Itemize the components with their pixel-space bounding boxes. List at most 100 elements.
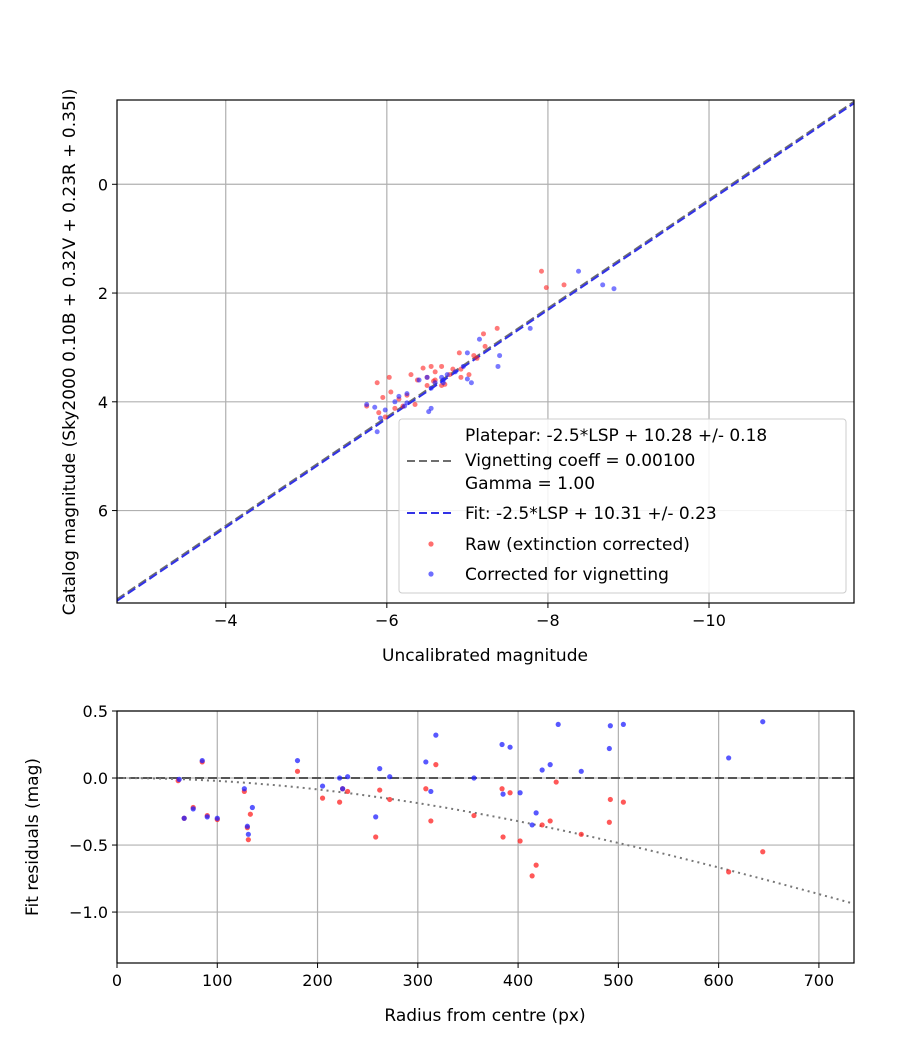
corrected-point <box>468 380 474 386</box>
corrected-point <box>423 759 429 765</box>
residuals-chart: 0 100 200 300 400 500 600 700 0.5 0.0 −0.5 −1.0 Ra… <box>23 702 855 1026</box>
raw-point <box>377 787 383 793</box>
corrected-point <box>607 723 613 729</box>
raw-point <box>458 374 464 380</box>
raw-point <box>428 363 434 369</box>
raw-point <box>456 350 462 356</box>
corrected-point <box>432 380 438 386</box>
raw-point <box>543 285 549 291</box>
raw-point <box>408 372 414 378</box>
raw-point <box>607 796 613 803</box>
corrected-point <box>440 380 446 386</box>
corrected-point <box>620 721 626 728</box>
raw-point <box>439 363 445 369</box>
raw-point <box>760 849 766 855</box>
raw-point <box>726 869 732 875</box>
corrected-point <box>500 791 506 797</box>
x-tick-label: 100 <box>202 971 233 990</box>
raw-point <box>482 343 488 349</box>
corrected-point <box>416 377 422 383</box>
corrected-point <box>377 415 383 421</box>
corrected-point <box>539 767 545 773</box>
raw-point <box>388 389 394 395</box>
raw-point <box>380 394 386 400</box>
corrected-point <box>373 814 379 820</box>
x-tick-label: 300 <box>403 971 434 990</box>
corrected-point <box>345 774 351 780</box>
x-tick-label: 600 <box>703 971 734 990</box>
corrected-point <box>600 282 606 288</box>
legend: Platepar: -2.5*LSP + 10.28 +/- 0.18 Vign… <box>398 418 847 594</box>
corrected-point <box>377 766 383 772</box>
raw-point <box>480 331 486 337</box>
legend-vignetting-label: Vignetting coeff = 0.00100 <box>465 451 695 471</box>
corrected-point <box>387 774 393 780</box>
corrected-point <box>726 755 732 761</box>
corrected-point <box>204 814 210 820</box>
legend-corrected-label: Corrected for vignetting <box>465 565 669 585</box>
corrected-point <box>190 806 196 812</box>
corrected-point <box>578 768 584 774</box>
raw-point <box>424 382 430 388</box>
top-grid <box>117 100 854 603</box>
x-tick-label: −6 <box>375 611 399 630</box>
top-x-axis-label: Uncalibrated magnitude <box>382 646 588 666</box>
legend-raw-label: Raw (extinction corrected) <box>465 535 690 555</box>
y-tick-label: 0.0 <box>83 769 108 788</box>
raw-point <box>606 819 612 825</box>
corrected-point <box>424 374 430 380</box>
y-tick-label: −0.5 <box>69 836 108 855</box>
corrected-point <box>428 788 434 795</box>
corrected-point <box>444 372 450 378</box>
raw-point <box>374 380 380 386</box>
corrected-point <box>555 721 561 728</box>
corrected-point <box>396 393 402 399</box>
raw-point <box>382 414 388 420</box>
corrected-point <box>404 400 410 406</box>
corrected-point <box>460 363 466 369</box>
raw-point <box>345 788 351 795</box>
corrected-point <box>471 775 477 781</box>
bottom-x-axis-label: Radius from centre (px) <box>384 1006 585 1026</box>
corrected-point <box>507 744 513 750</box>
raw-point <box>561 282 567 288</box>
corrected-point <box>392 399 398 405</box>
x-tick-label: 700 <box>804 971 835 990</box>
raw-point <box>420 365 426 371</box>
corrected-point <box>428 385 434 391</box>
top-scatter-chart: −4 −6 −8 −10 0 2 4 6 Uncalibrated magnitude Ca… <box>60 89 855 666</box>
raw-point <box>412 402 418 408</box>
corrected-point <box>611 286 617 292</box>
raw-point <box>373 834 379 840</box>
x-tick-label: 0 <box>112 971 122 990</box>
corrected-point <box>404 391 410 397</box>
x-tick-label: 400 <box>503 971 534 990</box>
raw-point <box>428 818 434 824</box>
top-plot-border <box>116 99 855 604</box>
corrected-point <box>199 757 205 764</box>
raw-point <box>337 799 343 805</box>
corrected-point <box>382 407 388 413</box>
corrected-point <box>294 757 301 764</box>
corrected-point <box>452 369 458 375</box>
raw-point <box>466 372 472 378</box>
top-data-points <box>364 268 617 435</box>
raw-point <box>494 325 500 331</box>
bottom-data-points <box>175 719 766 879</box>
corrected-point <box>464 350 470 356</box>
y-tick-label: 0 <box>98 175 108 194</box>
corrected-point <box>533 810 539 816</box>
corrected-point <box>374 429 380 435</box>
corrected-point <box>497 353 503 359</box>
raw-point <box>386 374 392 380</box>
corrected-point <box>606 745 612 752</box>
series-line <box>117 102 854 602</box>
corrected-point <box>176 776 182 782</box>
raw-point <box>547 818 553 824</box>
raw-point <box>392 405 398 411</box>
raw-point <box>529 873 535 879</box>
corrected-point <box>214 815 220 821</box>
y-tick-label: 4 <box>98 393 108 412</box>
series-line <box>117 100 854 601</box>
